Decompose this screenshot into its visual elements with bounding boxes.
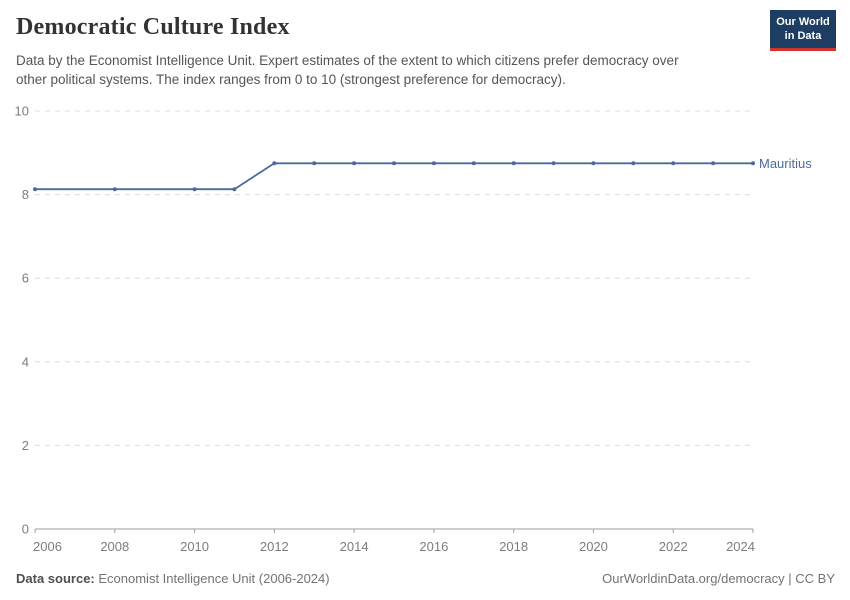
data-point-2013 <box>312 161 317 166</box>
y-tick-label-8: 8 <box>22 187 29 202</box>
data-point-2018 <box>511 161 516 166</box>
x-tick-label-2008: 2008 <box>100 539 129 554</box>
data-point-2016 <box>431 161 436 166</box>
data-point-2014 <box>352 161 357 166</box>
data-point-2021 <box>631 161 636 166</box>
data-point-2020 <box>591 161 596 166</box>
chart-subtitle: Data by the Economist Intelligence Unit.… <box>16 51 756 89</box>
owid-logo-text-line2: in Data <box>784 30 822 43</box>
entity-label-mauritius: Mauritius <box>759 156 812 171</box>
x-axis-labels: 2006 2008 2010 2012 2014 2016 2018 2020 2022 2024 <box>33 539 755 554</box>
subtitle-line-2: other political systems. The index range… <box>16 72 566 88</box>
x-tick-label-2016: 2016 <box>419 539 448 554</box>
data-point-2012 <box>272 161 277 166</box>
subtitle-line-1: Data by the Economist Intelligence Unit.… <box>16 53 679 68</box>
line-chart: 0 2 4 6 8 10 2006 2008 2010 2012 2014 2016 2018 2020… <box>15 104 813 555</box>
series-line-mauritius <box>34 162 754 191</box>
owid-logo-text-line1: Our World <box>776 16 830 28</box>
x-tick-label-2012: 2012 <box>260 539 289 554</box>
data-point-2015 <box>392 161 396 166</box>
data-point-2011 <box>232 187 237 192</box>
page-title: Democratic Culture Index <box>16 14 290 40</box>
owid-credit-link[interactable]: OurWorldinData.org/democracy | CC BY <box>602 571 835 586</box>
x-tick-label-2018: 2018 <box>499 539 528 554</box>
x-tick-label-2020: 2020 <box>579 539 608 554</box>
gridlines <box>35 110 753 446</box>
owid-logo: Our World in Data <box>770 10 836 51</box>
y-axis-labels: 0 2 4 6 8 10 <box>15 104 29 537</box>
data-source-label: Data source: <box>16 571 95 586</box>
y-tick-label-0: 0 <box>22 522 29 537</box>
y-tick-label-4: 4 <box>22 354 29 369</box>
y-tick-label-6: 6 <box>22 271 29 286</box>
chart-header: Democratic Culture Index Data by the Eco… <box>16 14 756 89</box>
data-point-2006 <box>33 187 37 192</box>
data-source-value: Economist Intelligence Unit (2006-2024) <box>94 571 330 586</box>
data-point-2008 <box>112 187 117 192</box>
y-tick-label-10: 10 <box>15 104 29 119</box>
x-tick-label-2022: 2022 <box>659 539 688 554</box>
y-tick-label-2: 2 <box>22 438 29 453</box>
series-mauritius: Mauritius <box>33 156 812 192</box>
x-tick-label-2024: 2024 <box>726 539 755 554</box>
data-point-2017 <box>471 161 476 166</box>
x-axis <box>34 528 754 533</box>
x-tick-label-2010: 2010 <box>180 539 209 554</box>
chart-footer: Data source: Economist Intelligence Unit… <box>16 571 835 586</box>
data-point-2010 <box>192 187 197 192</box>
data-point-2019 <box>551 161 556 166</box>
data-source-note: Data source: Economist Intelligence Unit… <box>16 571 330 586</box>
x-tick-label-2006: 2006 <box>33 539 62 554</box>
x-tick-label-2014: 2014 <box>340 539 369 554</box>
data-point-2023 <box>711 161 716 166</box>
data-point-2022 <box>671 161 676 166</box>
data-point-2024 <box>751 161 755 166</box>
